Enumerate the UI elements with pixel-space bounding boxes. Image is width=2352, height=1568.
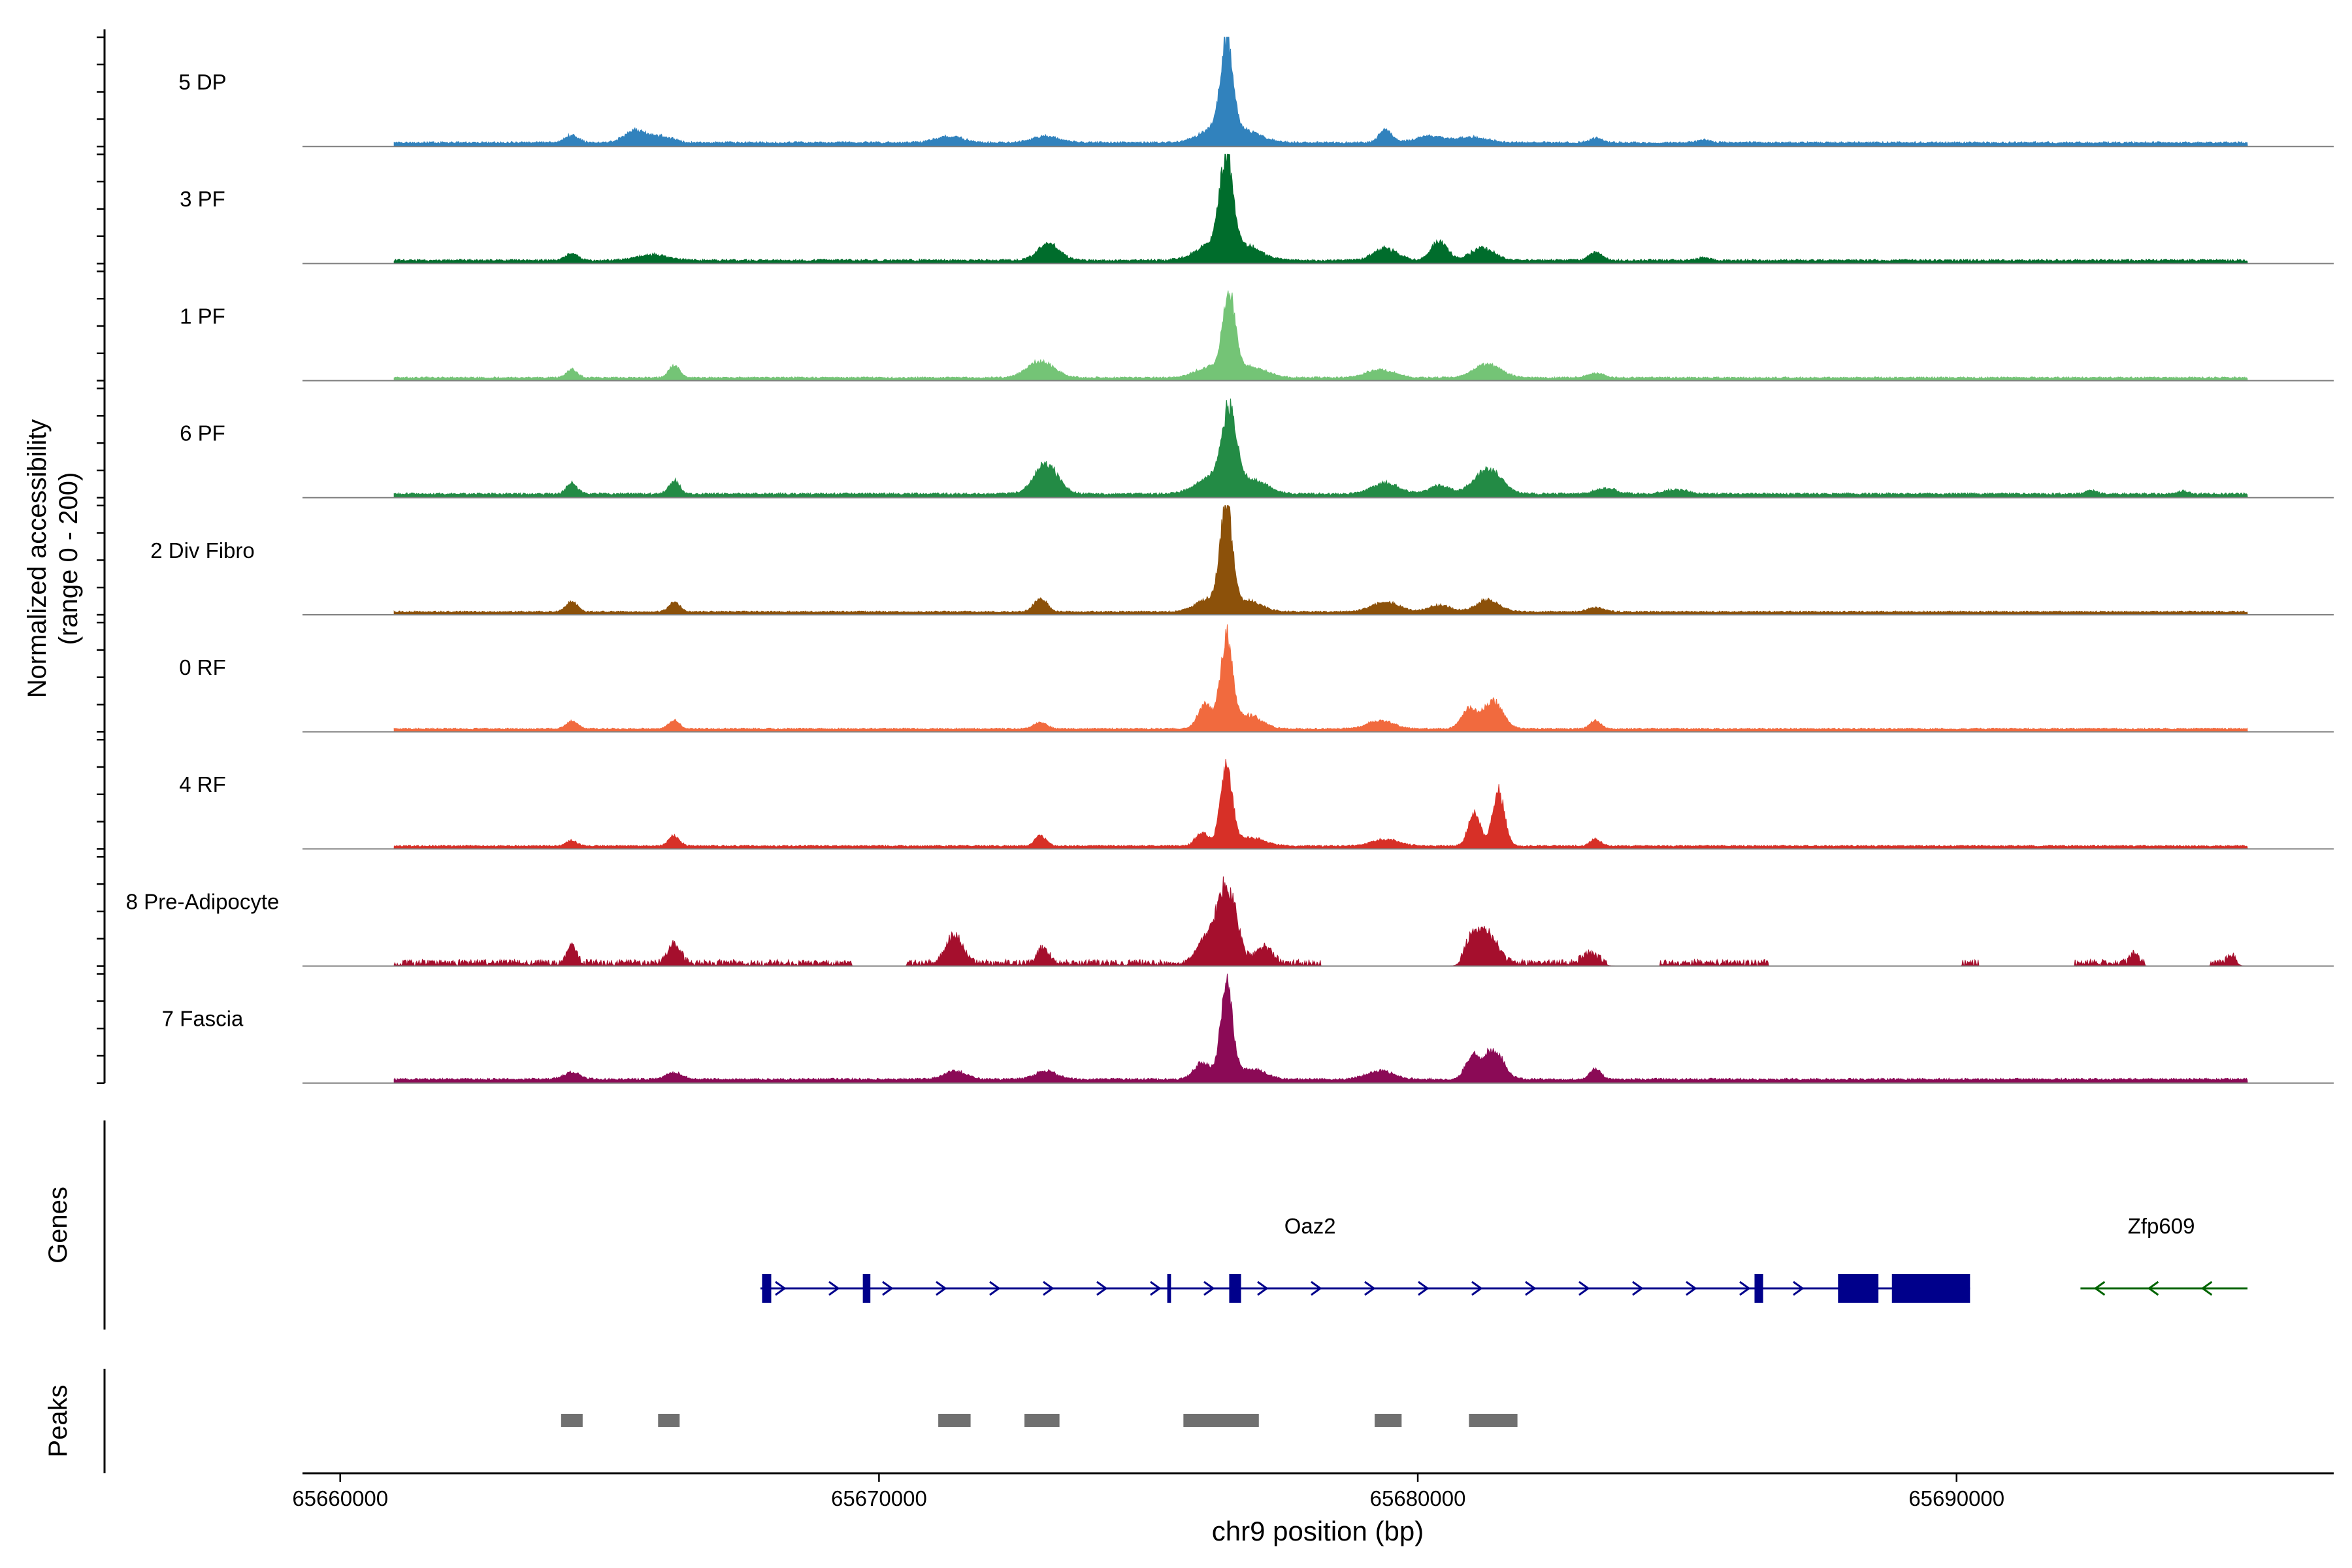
strand-arrow: [1150, 1281, 1162, 1296]
track-8-pre-adipocyte: 8 Pre-Adipocyte: [126, 876, 2334, 968]
peak-region: [1024, 1414, 1060, 1427]
strand-arrow: [1203, 1281, 1215, 1296]
exon: [762, 1274, 772, 1303]
gene-label: Oaz2: [1284, 1214, 1336, 1238]
track-3-pf: 3 PF: [180, 154, 2334, 265]
track-5-dp: 5 DP: [178, 37, 2334, 148]
track-label: 5 DP: [178, 70, 226, 94]
x-tick-label: 65670000: [831, 1486, 927, 1511]
track-6-pf: 6 PF: [180, 399, 2334, 498]
strand-arrow: [1311, 1281, 1322, 1296]
strand-arrow: [775, 1281, 787, 1296]
peaks-track-title: Peaks: [44, 1384, 73, 1457]
gene-oaz2: Oaz2: [760, 1214, 1970, 1303]
strand-arrow: [1686, 1281, 1697, 1296]
x-tick-label: 65690000: [1908, 1486, 2004, 1511]
strand-arrow: [1043, 1281, 1054, 1296]
strand-arrow: [1578, 1281, 1590, 1296]
peak-region: [938, 1414, 971, 1427]
peak-region: [561, 1414, 583, 1427]
track-label: 0 RF: [179, 655, 226, 679]
track-label: 6 PF: [180, 421, 225, 446]
exon: [1838, 1274, 1879, 1303]
track-0-rf: 0 RF: [179, 624, 2334, 733]
track-label: 1 PF: [180, 304, 225, 328]
coverage-area: [393, 624, 2248, 732]
coverage-y-ticks: [97, 36, 105, 1085]
strand-arrow: [1257, 1281, 1269, 1296]
strand-arrow: [1096, 1281, 1108, 1296]
track-2-div-fibro: 2 Div Fibro: [150, 505, 2334, 615]
strand-arrow: [1793, 1281, 1805, 1296]
coverage-area: [393, 154, 2248, 264]
gene-zfp609: Zfp609: [2080, 1214, 2248, 1296]
strand-arrow: [2147, 1281, 2159, 1296]
track-label: 2 Div Fibro: [150, 538, 255, 563]
x-tick-label: 65660000: [292, 1486, 388, 1511]
x-axis-label: chr9 position (bp): [1212, 1516, 1424, 1546]
coverage-y-label-range: (range 0 - 200): [54, 472, 83, 645]
strand-arrow: [1418, 1281, 1429, 1296]
coverage-area: [393, 759, 2248, 849]
strand-arrow: [1739, 1281, 1751, 1296]
track-label: 3 PF: [180, 187, 225, 211]
strand-arrow: [1632, 1281, 1644, 1296]
track-7-fascia: 7 Fascia: [162, 973, 2334, 1084]
coverage-area: [393, 37, 2248, 147]
gene-track: Oaz2 Zfp609: [760, 1214, 2248, 1303]
x-axis-ticks: 65660000 65670000 65680000 65690000: [292, 1473, 2004, 1511]
coverage-area: [393, 876, 2248, 968]
x-tick-label: 65680000: [1370, 1486, 1466, 1511]
genes-track-title: Genes: [44, 1186, 73, 1264]
strand-arrow: [2200, 1281, 2213, 1296]
peak-region: [1375, 1414, 1402, 1427]
strand-arrow: [882, 1281, 894, 1296]
exon: [1167, 1274, 1171, 1303]
peak-region: [658, 1414, 680, 1427]
strand-arrow: [936, 1281, 947, 1296]
exon: [1754, 1274, 1763, 1303]
exon: [1229, 1274, 1241, 1303]
coverage-tracks: 5 DP 3 PF 1 PF 6 PF 2 Div Fibro 0 RF 4 RF 8 Pre…: [126, 37, 2334, 1084]
coverage-y-label: Normalized accessibility: [23, 419, 52, 698]
track-4-rf: 4 RF: [179, 759, 2334, 850]
peak-region: [1183, 1414, 1259, 1427]
strand-arrow: [1364, 1281, 1376, 1296]
coverage-area: [393, 973, 2248, 1084]
track-1-pf: 1 PF: [180, 290, 2334, 382]
strand-arrow: [1525, 1281, 1537, 1296]
peak-region: [1469, 1414, 1518, 1427]
strand-arrow: [828, 1281, 840, 1296]
strand-arrow: [1471, 1281, 1483, 1296]
strand-arrow: [2093, 1281, 2106, 1296]
track-label: 8 Pre-Adipocyte: [126, 889, 280, 913]
exon: [862, 1274, 871, 1303]
gene-label: Zfp609: [2128, 1214, 2195, 1238]
track-label: 4 RF: [179, 772, 226, 796]
coverage-area: [393, 290, 2248, 382]
peak-track: [561, 1414, 1518, 1427]
coverage-area: [393, 505, 2248, 615]
coverage-area: [393, 399, 2248, 498]
strand-arrow: [989, 1281, 1001, 1296]
track-label: 7 Fascia: [162, 1007, 244, 1031]
exon: [1891, 1274, 1970, 1303]
